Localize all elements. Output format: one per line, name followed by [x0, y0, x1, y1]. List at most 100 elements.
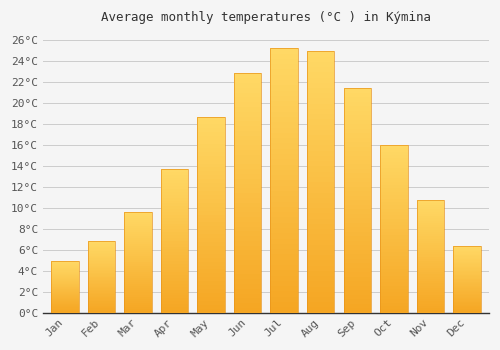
Bar	[198, 117, 225, 120]
Bar	[51, 283, 78, 284]
Bar	[416, 272, 444, 274]
Bar	[454, 302, 480, 303]
Bar	[380, 198, 407, 202]
Bar	[51, 295, 78, 296]
Bar	[270, 212, 298, 217]
Bar	[88, 270, 115, 271]
Bar	[51, 276, 78, 278]
Bar	[454, 253, 480, 255]
Bar	[51, 294, 78, 295]
Bar	[51, 286, 78, 287]
Bar	[380, 145, 407, 148]
Bar	[198, 293, 225, 297]
Bar	[270, 122, 298, 128]
Bar	[270, 48, 298, 54]
Bar	[344, 295, 371, 299]
Bar	[416, 228, 444, 230]
Bar	[416, 243, 444, 245]
Bar	[270, 133, 298, 138]
Bar	[307, 281, 334, 287]
Bar	[161, 215, 188, 218]
Bar	[124, 212, 152, 214]
Bar	[454, 280, 480, 282]
Bar	[344, 97, 371, 102]
Bar	[344, 138, 371, 142]
Bar	[270, 101, 298, 106]
Bar	[307, 83, 334, 88]
Bar	[51, 299, 78, 300]
Bar	[307, 302, 334, 307]
Bar	[344, 133, 371, 138]
Bar	[124, 288, 152, 290]
Bar	[270, 223, 298, 228]
Bar	[416, 232, 444, 234]
Bar	[124, 224, 152, 226]
Bar	[307, 166, 334, 172]
Bar	[454, 267, 480, 268]
Bar	[416, 201, 444, 313]
Bar	[198, 136, 225, 140]
Bar	[307, 229, 334, 234]
Bar	[198, 156, 225, 160]
Bar	[198, 168, 225, 172]
Bar	[307, 62, 334, 67]
Bar	[51, 285, 78, 286]
Bar	[124, 212, 152, 313]
Bar	[124, 272, 152, 274]
Bar	[270, 128, 298, 133]
Bar	[51, 290, 78, 291]
Bar	[454, 303, 480, 304]
Bar	[344, 286, 371, 290]
Bar	[124, 282, 152, 285]
Bar	[161, 255, 188, 258]
Bar	[234, 140, 262, 145]
Bar	[234, 298, 262, 303]
Bar	[234, 83, 262, 88]
Bar	[161, 232, 188, 235]
Bar	[234, 246, 262, 251]
Bar	[161, 275, 188, 278]
Bar	[161, 261, 188, 264]
Bar	[380, 269, 407, 272]
Bar	[270, 181, 298, 186]
Bar	[344, 174, 371, 178]
Bar	[124, 309, 152, 310]
Bar	[454, 272, 480, 274]
Bar	[416, 277, 444, 279]
Bar	[88, 256, 115, 257]
Bar	[124, 302, 152, 304]
Bar	[198, 199, 225, 203]
Bar	[234, 208, 262, 212]
Bar	[124, 304, 152, 307]
Bar	[454, 245, 480, 247]
Bar	[454, 258, 480, 259]
Bar	[124, 270, 152, 272]
Bar	[307, 140, 334, 146]
Bar	[124, 280, 152, 282]
Bar	[454, 274, 480, 275]
Bar	[234, 193, 262, 198]
Bar	[454, 264, 480, 266]
Bar	[198, 250, 225, 254]
Bar	[270, 164, 298, 170]
Bar	[416, 214, 444, 216]
Bar	[88, 271, 115, 273]
Bar	[161, 287, 188, 290]
Bar	[380, 202, 407, 205]
Bar	[124, 246, 152, 248]
Bar	[124, 307, 152, 309]
Bar	[234, 265, 262, 270]
Bar	[88, 261, 115, 263]
Bar	[416, 308, 444, 310]
Bar	[124, 220, 152, 222]
Bar	[88, 246, 115, 247]
Bar	[51, 304, 78, 306]
Bar	[198, 218, 225, 222]
Bar	[198, 242, 225, 246]
Bar	[416, 250, 444, 252]
Bar	[344, 115, 371, 120]
Bar	[88, 293, 115, 294]
Bar	[344, 191, 371, 196]
Bar	[307, 198, 334, 203]
Bar	[51, 281, 78, 282]
